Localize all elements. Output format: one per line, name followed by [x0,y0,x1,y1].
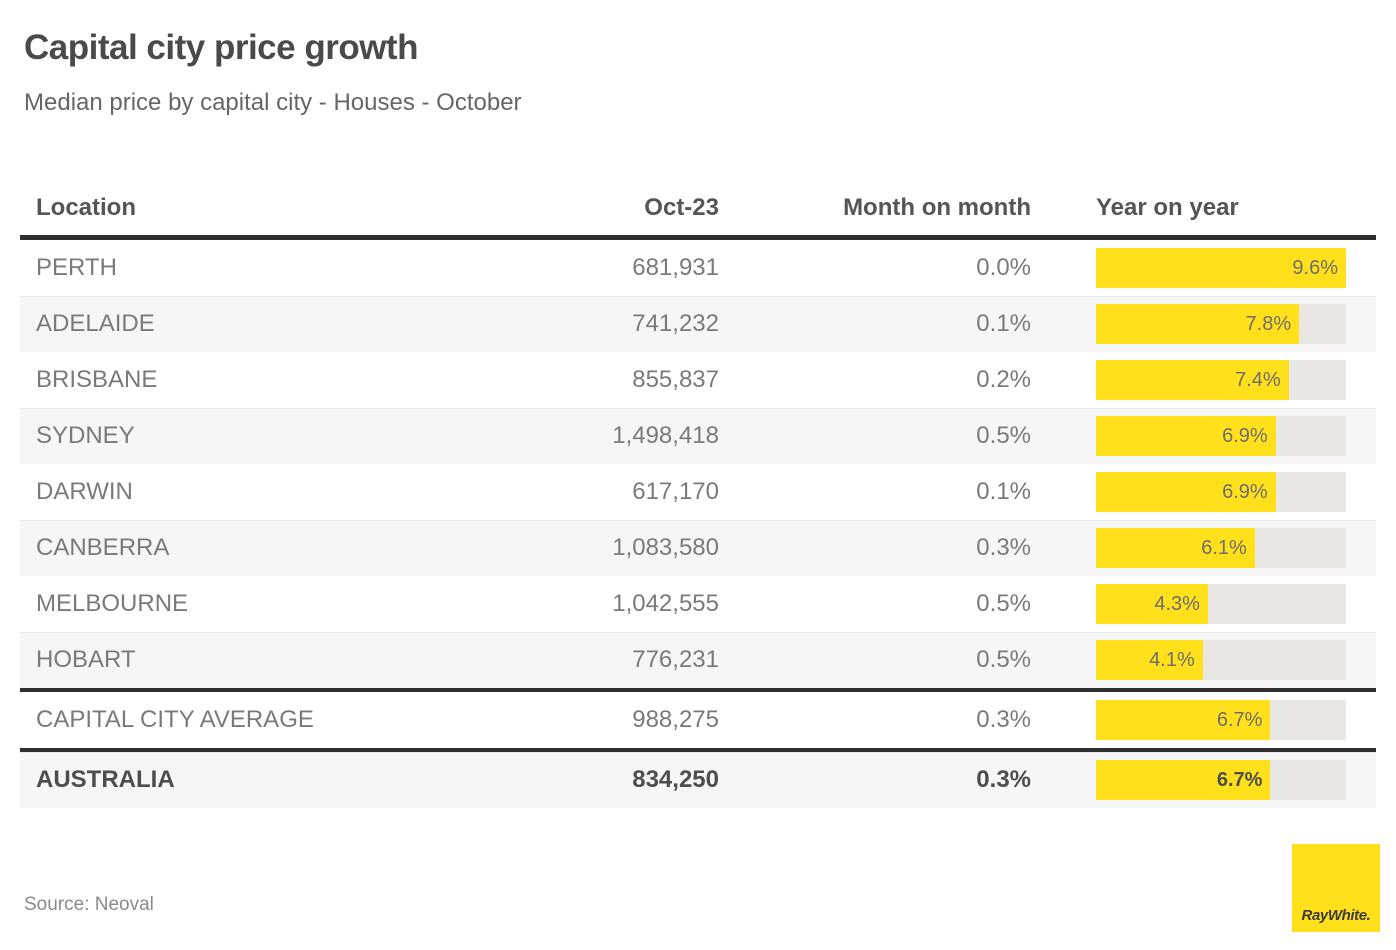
yoy-bar-fill: 7.8% [1096,304,1300,344]
location-cell: PERTH [36,254,117,281]
yoy-bar-fill: 6.9% [1096,416,1276,456]
oct23-price-cell: 681,931 [632,254,719,281]
month-on-month-cell: 0.0% [976,254,1031,281]
column-header-oct23: Oct-23 [644,194,719,221]
month-on-month-cell: 0.1% [976,310,1031,337]
yoy-bar-label: 6.9% [1222,480,1268,503]
table-row: BRISBANE 855,837 0.2% 7.4% [20,352,1376,408]
table-row: PERTH 681,931 0.0% 9.6% [20,240,1376,296]
price-growth-table: Location Oct-23 Month on month Year on y… [20,177,1376,808]
yoy-bar-track: 9.6% [1096,248,1346,288]
year-on-year-cell: 7.4% [1031,360,1376,400]
oct23-price-cell: 834,250 [632,766,719,793]
yoy-bar-track: 6.7% [1096,700,1346,740]
month-on-month-cell: 0.5% [976,590,1031,617]
yoy-bar-track: 6.1% [1096,528,1346,568]
oct23-price-cell: 1,498,418 [612,422,719,449]
table-row: HOBART 776,231 0.5% 4.1% [20,632,1376,688]
year-on-year-cell: 6.7% [1031,760,1376,800]
yoy-bar-fill: 6.7% [1096,700,1271,740]
source-note: Source: Neoval [24,894,154,915]
page-subtitle: Median price by capital city - Houses - … [24,89,522,116]
table-row: CAPITAL CITY AVERAGE 988,275 0.3% 6.7% [20,688,1376,748]
table-row: ADELAIDE 741,232 0.1% 7.8% [20,296,1376,352]
yoy-bar-label: 6.9% [1222,424,1268,447]
yoy-bar-track: 4.1% [1096,640,1346,680]
oct23-price-cell: 617,170 [632,478,719,505]
month-on-month-cell: 0.3% [976,766,1031,793]
yoy-bar-track: 4.3% [1096,584,1346,624]
oct23-price-cell: 1,042,555 [612,590,719,617]
yoy-bar-fill: 9.6% [1096,248,1346,288]
yoy-bar-fill: 4.1% [1096,640,1203,680]
oct23-price-cell: 855,837 [632,366,719,393]
column-header-month-on-month: Month on month [843,194,1031,221]
location-cell: BRISBANE [36,366,158,393]
yoy-bar-label: 4.1% [1149,648,1195,671]
yoy-bar-track: 7.8% [1096,304,1346,344]
table-header-row: Location Oct-23 Month on month Year on y… [20,177,1376,240]
table-row: CANBERRA 1,083,580 0.3% 6.1% [20,520,1376,576]
year-on-year-cell: 7.8% [1031,304,1376,344]
location-cell: MELBOURNE [36,590,189,617]
yoy-bar-track: 6.9% [1096,416,1346,456]
month-on-month-cell: 0.1% [976,478,1031,505]
yoy-bar-fill: 6.1% [1096,528,1255,568]
location-cell: HOBART [36,646,136,673]
yoy-bar-track: 6.7% [1096,760,1346,800]
oct23-price-cell: 741,232 [632,310,719,337]
location-cell: AUSTRALIA [36,766,175,793]
table-row: AUSTRALIA 834,250 0.3% 6.7% [20,748,1376,808]
oct23-price-cell: 1,083,580 [612,534,719,561]
column-header-location: Location [36,194,136,221]
year-on-year-cell: 4.1% [1031,640,1376,680]
month-on-month-cell: 0.3% [976,706,1031,733]
yoy-bar-label: 4.3% [1154,592,1200,615]
yoy-bar-fill: 7.4% [1096,360,1289,400]
yoy-bar-label: 7.4% [1235,368,1281,391]
year-on-year-cell: 4.3% [1031,584,1376,624]
month-on-month-cell: 0.5% [976,422,1031,449]
yoy-bar-track: 6.9% [1096,472,1346,512]
location-cell: CAPITAL CITY AVERAGE [36,706,314,733]
month-on-month-cell: 0.3% [976,534,1031,561]
oct23-price-cell: 988,275 [632,706,719,733]
column-header-year-on-year: Year on year [1096,194,1239,221]
table-body: PERTH 681,931 0.0% 9.6% ADELAIDE 741,232… [20,240,1376,808]
year-on-year-cell: 6.1% [1031,528,1376,568]
yoy-bar-label: 6.7% [1216,708,1263,731]
yoy-bar-label: 9.6% [1292,256,1338,279]
table-row: SYDNEY 1,498,418 0.5% 6.9% [20,408,1376,464]
raywhite-logo-text: RayWhite. [1301,907,1371,924]
month-on-month-cell: 0.5% [976,646,1031,673]
footer: Source: Neoval RayWhite. [20,844,1380,932]
location-cell: DARWIN [36,478,133,505]
table-row: DARWIN 617,170 0.1% 6.9% [20,464,1376,520]
year-on-year-cell: 6.9% [1031,472,1376,512]
year-on-year-cell: 9.6% [1031,248,1376,288]
year-on-year-cell: 6.9% [1031,416,1376,456]
yoy-bar-label: 6.1% [1201,536,1247,559]
table-row: MELBOURNE 1,042,555 0.5% 4.3% [20,576,1376,632]
yoy-bar-label: 7.8% [1245,312,1292,335]
location-cell: ADELAIDE [36,310,155,337]
yoy-bar-track: 7.4% [1096,360,1346,400]
oct23-price-cell: 776,231 [632,646,719,673]
location-cell: CANBERRA [36,534,170,561]
month-on-month-cell: 0.2% [976,366,1031,393]
yoy-bar-fill: 6.7% [1096,760,1271,800]
yoy-bar-label: 6.7% [1216,768,1263,791]
raywhite-logo: RayWhite. [1292,844,1380,932]
yoy-bar-fill: 4.3% [1096,584,1208,624]
yoy-bar-fill: 6.9% [1096,472,1276,512]
page-title: Capital city price growth [24,28,418,67]
location-cell: SYDNEY [36,422,135,449]
year-on-year-cell: 6.7% [1031,700,1376,740]
